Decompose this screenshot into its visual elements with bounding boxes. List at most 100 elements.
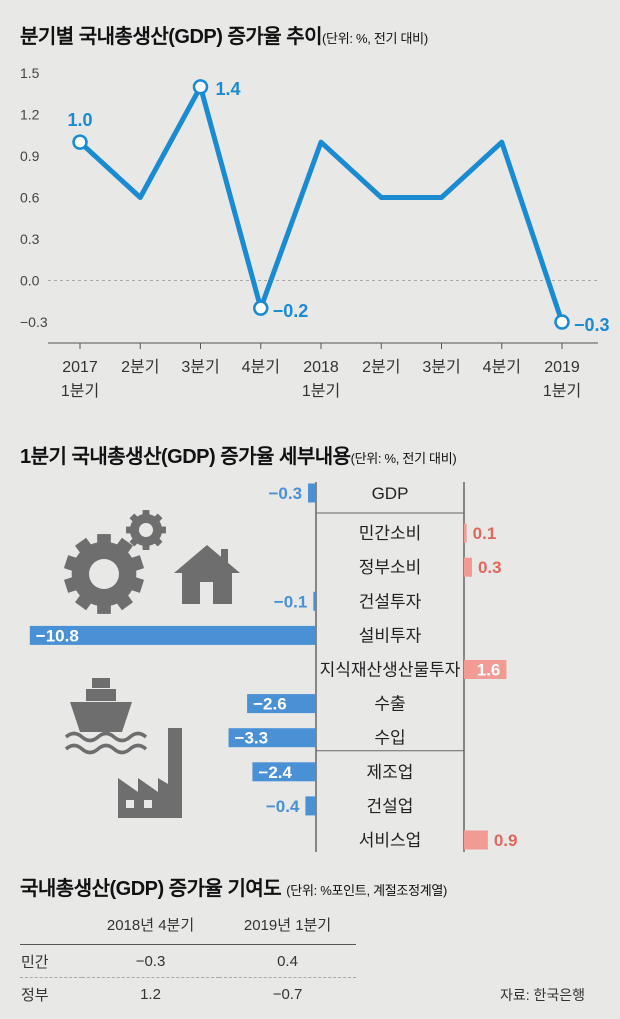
- category-label: 건설투자: [359, 592, 422, 611]
- table-row-label: 정부: [21, 986, 49, 1004]
- x-tick-label: 1분기: [61, 382, 99, 400]
- contribution-table: 2018년 4분기 2019년 1분기 민간 −0.3 0.4 정부 1.2 −…: [20, 912, 356, 1010]
- x-tick-label: 3분기: [181, 358, 219, 376]
- bar-value-label: −0.4: [266, 797, 300, 816]
- x-tick-label: 2분기: [362, 358, 400, 376]
- x-tick-label: 2019: [544, 359, 580, 376]
- category-label: 수출: [374, 695, 405, 714]
- y-tick-label: 0.3: [20, 231, 40, 247]
- factory-window: [144, 800, 152, 808]
- data-label: 1.0: [67, 110, 92, 130]
- data-label: 1.4: [216, 79, 241, 99]
- line-chart: 1.5 1.2 0.9 0.6 0.3 0.0 −0.3 2017 1분기 2분기 3분기 4분기 20…: [20, 65, 610, 400]
- category-label: 수입: [374, 729, 405, 748]
- gear-tooth: [142, 542, 150, 550]
- line-chart-title: 분기별 국내총생산(GDP) 증가율 추이(단위: %, 전기 대비): [20, 26, 428, 48]
- factory-chimney: [168, 728, 182, 818]
- bar-value-label: 1.6: [477, 661, 501, 680]
- bar-value-label: −0.1: [274, 592, 308, 611]
- bar: [247, 694, 316, 714]
- table-header-cell: 2018년 4분기: [82, 912, 219, 945]
- data-label: −0.2: [273, 301, 309, 321]
- bar: [308, 483, 316, 503]
- bar-value-label: −2.6: [253, 695, 287, 714]
- table-row-label: 민간: [20, 944, 82, 978]
- bar-value-label: −2.4: [258, 763, 292, 782]
- house-chimney: [221, 549, 228, 565]
- y-tick-label: −0.3: [20, 314, 48, 330]
- x-tick-label: 2017: [62, 359, 98, 376]
- table-header-cell: [20, 912, 82, 945]
- bar: [252, 762, 316, 782]
- data-point: [554, 314, 570, 330]
- x-tick-label: 4분기: [483, 358, 521, 376]
- category-label: 지식재산생산물투자: [320, 661, 461, 680]
- bar: [228, 728, 316, 748]
- y-tick-label: 0.9: [20, 148, 40, 164]
- x-tick-label: 2018: [303, 359, 339, 376]
- bar-value-label: 0.1: [473, 524, 497, 543]
- bar: [464, 660, 507, 679]
- table-header-row: 2018년 4분기 2019년 1분기: [20, 912, 356, 945]
- y-tick-label: 0.6: [20, 190, 40, 206]
- x-tick-label: 1분기: [302, 382, 340, 400]
- data-point: [192, 79, 209, 95]
- factory-window: [126, 800, 134, 808]
- bar-chart: GDP −0.3 민간소비 0.1 정부소비 0.3 건설투자 −0.1 설비투자 −10.8 지식…: [29, 482, 518, 852]
- ship-cabin: [86, 689, 116, 701]
- bar-value-label: −0.3: [268, 484, 302, 503]
- bar: [305, 796, 316, 816]
- bar-value-label: −3.3: [235, 729, 269, 748]
- ship-funnel: [92, 678, 110, 688]
- category-label: 민간소비: [359, 524, 422, 543]
- bar-value-label: −10.8: [36, 626, 79, 645]
- table-row: 정부 1.2 −0.7: [20, 978, 356, 1011]
- house-icon: [174, 545, 240, 604]
- bar: [29, 625, 317, 645]
- bar-value-label: 0.9: [494, 831, 518, 850]
- bar: [313, 591, 316, 611]
- x-tick-label: 2분기: [121, 358, 159, 376]
- bar: [464, 830, 488, 850]
- small-gear-icon: [126, 510, 166, 550]
- table-cell: 0.4: [219, 944, 356, 978]
- table-cell: −0.3: [82, 944, 219, 978]
- table-row: 민간 −0.3 0.4: [20, 944, 356, 978]
- category-label: 건설업: [367, 797, 414, 816]
- y-tick-label: 1.5: [20, 65, 40, 81]
- category-label: 설비투자: [359, 626, 422, 645]
- series-line: [78, 84, 565, 323]
- table-header-cell: 2019년 1분기: [219, 912, 356, 945]
- table-cell: −0.7: [272, 985, 303, 1003]
- wave: [64, 743, 148, 755]
- bar: [464, 523, 467, 543]
- bar-value-label: 0.3: [478, 558, 502, 577]
- factory-icon: [118, 728, 182, 818]
- gear-hole: [139, 523, 153, 537]
- ship-hull: [70, 702, 132, 732]
- table-title: 국내총생산(GDP) 증가율 기여도 (단위: %포인트, 계절조정계열): [20, 878, 448, 900]
- factory-building: [118, 778, 168, 818]
- house-roof: [174, 545, 240, 573]
- bar-chart-title: 1분기 국내총생산(GDP) 증가율 세부내용(단위: %, 전기 대비): [20, 446, 457, 468]
- source-note: 자료: 한국은행: [500, 987, 586, 1003]
- category-label: 서비스업: [359, 831, 422, 850]
- category-label: GDP: [372, 484, 409, 503]
- category-label: 제조업: [367, 763, 414, 782]
- y-tick-label: 0.0: [20, 273, 40, 289]
- bar: [464, 557, 472, 577]
- x-tick-label: 4분기: [242, 358, 280, 376]
- gear-hole: [89, 559, 119, 589]
- x-tick-label: 1분기: [543, 382, 581, 400]
- house-door: [200, 582, 213, 604]
- x-tick-label: 3분기: [422, 358, 460, 376]
- gear-tooth: [142, 510, 150, 518]
- category-label: 정부소비: [359, 558, 422, 577]
- data-point: [253, 300, 269, 316]
- gear-icon: [63, 534, 145, 614]
- ship-icon: [64, 678, 148, 755]
- y-tick-label: 1.2: [20, 107, 40, 123]
- wave: [64, 731, 148, 743]
- table-cell: 1.2: [140, 985, 161, 1003]
- data-point: [72, 134, 88, 150]
